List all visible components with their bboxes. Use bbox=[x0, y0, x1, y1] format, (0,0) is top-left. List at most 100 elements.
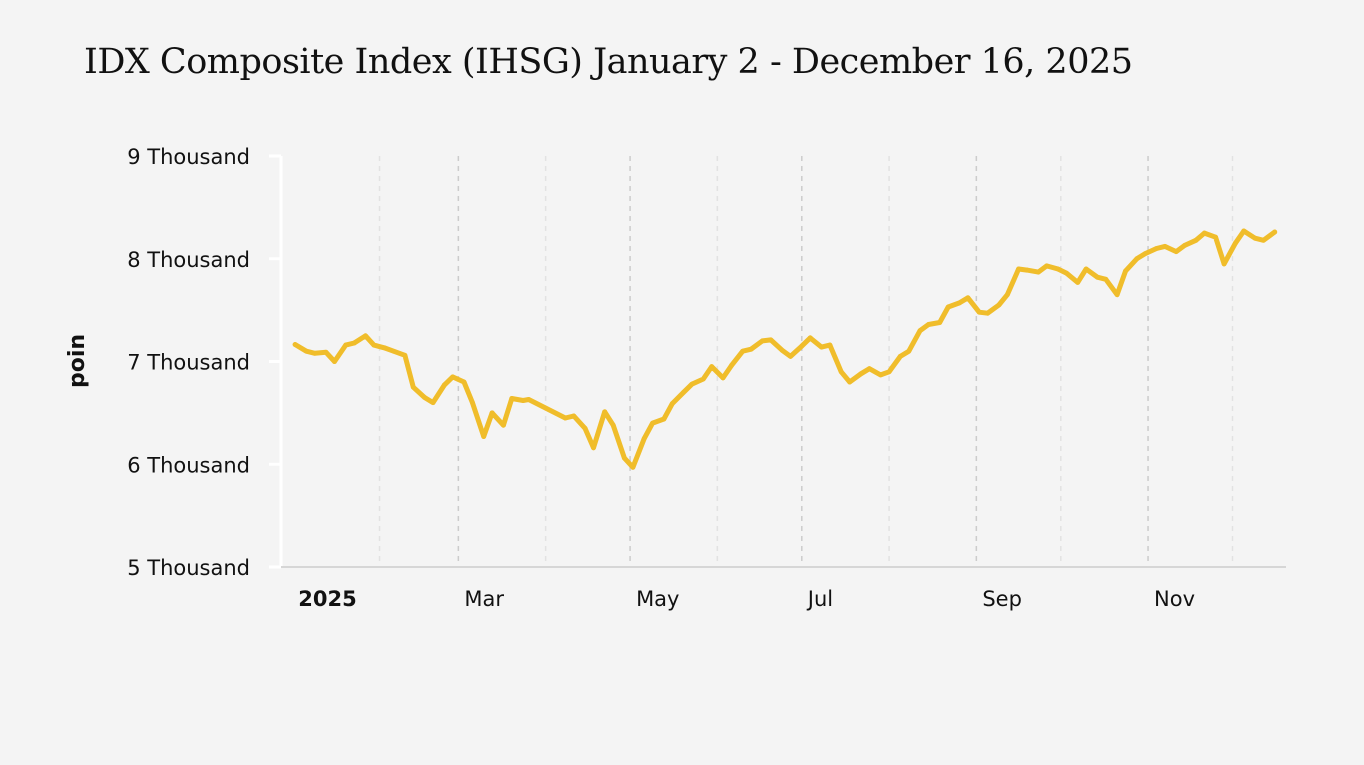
data-point-0-43 bbox=[740, 348, 746, 354]
data-point-0-46 bbox=[768, 337, 774, 343]
data-point-0-66 bbox=[965, 295, 971, 301]
data-point-0-94 bbox=[1241, 228, 1247, 234]
data-point-0-85 bbox=[1154, 246, 1159, 251]
data-point-0-19 bbox=[481, 434, 487, 439]
data-point-0-83 bbox=[1134, 256, 1140, 262]
data-point-0-29 bbox=[602, 409, 608, 415]
data-point-0-92 bbox=[1221, 261, 1227, 267]
data-point-0-10 bbox=[391, 348, 397, 354]
data-point-0-54 bbox=[847, 379, 853, 385]
data-point-0-31 bbox=[622, 455, 627, 461]
data-point-0-51 bbox=[819, 344, 824, 350]
data-point-0-20 bbox=[489, 410, 495, 416]
data-point-0-40 bbox=[709, 364, 715, 370]
data-point-0-32 bbox=[630, 464, 636, 470]
data-point-0-2 bbox=[312, 350, 318, 356]
data-point-0-90 bbox=[1201, 230, 1207, 236]
data-point-0-28 bbox=[591, 445, 596, 451]
data-point-0-96 bbox=[1261, 237, 1266, 243]
tick-labels: 5 Thousand 6 Thousand 7 Thousand 8 Thousand… bbox=[65, 145, 1195, 611]
data-point-0-69 bbox=[996, 302, 1002, 308]
data-point-0-14 bbox=[430, 400, 436, 405]
data-point-0-27 bbox=[582, 425, 588, 431]
y-tick-label-1: 6 Thousand bbox=[127, 453, 250, 477]
data-point-0-75 bbox=[1055, 266, 1061, 272]
data-point-0-61 bbox=[917, 328, 923, 334]
data-point-0-62 bbox=[926, 322, 931, 327]
data-point-0-82 bbox=[1123, 268, 1128, 274]
data-point-0-3 bbox=[323, 349, 329, 355]
data-point-0-45 bbox=[759, 338, 765, 344]
data-point-0-95 bbox=[1252, 235, 1258, 241]
data-point-0-24 bbox=[526, 397, 532, 402]
data-point-0-21 bbox=[500, 422, 506, 428]
data-point-0-12 bbox=[410, 384, 416, 390]
data-point-0-22 bbox=[509, 396, 515, 401]
data-point-0-11 bbox=[402, 352, 408, 358]
data-point-0-65 bbox=[957, 300, 962, 306]
data-point-0-16 bbox=[450, 374, 456, 380]
data-point-0-39 bbox=[700, 376, 706, 382]
x-tick-label-3: Jul bbox=[806, 587, 833, 611]
data-point-0-76 bbox=[1064, 270, 1069, 276]
data-point-0-87 bbox=[1173, 249, 1179, 254]
data-point-0-52 bbox=[827, 342, 833, 348]
data-point-0-41 bbox=[720, 375, 726, 381]
data-point-0-17 bbox=[461, 379, 467, 385]
data-point-0-35 bbox=[661, 416, 667, 422]
data-point-0-93 bbox=[1232, 240, 1238, 246]
series-line-0 bbox=[292, 228, 1278, 470]
data-point-0-13 bbox=[422, 395, 427, 400]
data-point-0-84 bbox=[1142, 251, 1148, 257]
data-point-0-81 bbox=[1114, 292, 1120, 298]
y-tick-label-3: 8 Thousand bbox=[127, 248, 250, 272]
y-tick-label-4: 9 Thousand bbox=[127, 145, 250, 169]
chart-title: IDX Composite Index (IHSG) January 2 - D… bbox=[84, 42, 1133, 82]
data-point-0-8 bbox=[371, 342, 377, 348]
data-point-0-71 bbox=[1016, 266, 1021, 272]
x-tick-label-0: 2025 bbox=[298, 587, 356, 611]
data-point-0-97 bbox=[1272, 229, 1278, 235]
data-point-0-60 bbox=[906, 348, 912, 354]
data-point-0-25 bbox=[562, 415, 568, 421]
y-axis-label: poin bbox=[65, 334, 90, 388]
series-layer bbox=[292, 228, 1278, 470]
data-point-0-5 bbox=[343, 342, 349, 348]
data-point-0-53 bbox=[838, 369, 844, 375]
data-point-0-18 bbox=[470, 400, 475, 405]
data-point-0-63 bbox=[937, 320, 943, 325]
data-point-0-33 bbox=[641, 436, 647, 441]
data-point-0-73 bbox=[1035, 269, 1041, 275]
data-point-0-6 bbox=[351, 340, 357, 346]
data-point-0-56 bbox=[866, 366, 872, 372]
data-point-0-79 bbox=[1094, 274, 1100, 280]
y-tick-label-0: 5 Thousand bbox=[127, 556, 250, 580]
data-point-0-67 bbox=[976, 309, 982, 315]
data-point-0-34 bbox=[650, 420, 655, 426]
data-point-0-80 bbox=[1103, 276, 1109, 282]
data-point-0-50 bbox=[807, 335, 813, 341]
data-point-0-72 bbox=[1024, 267, 1030, 273]
data-point-0-30 bbox=[610, 422, 616, 428]
data-point-0-36 bbox=[669, 401, 675, 407]
data-point-0-91 bbox=[1213, 234, 1219, 240]
data-point-0-77 bbox=[1075, 279, 1081, 285]
data-point-0-89 bbox=[1193, 237, 1199, 243]
data-point-0-15 bbox=[441, 382, 447, 388]
data-point-0-4 bbox=[332, 359, 337, 364]
data-point-0-74 bbox=[1044, 263, 1050, 269]
data-point-0-55 bbox=[858, 371, 864, 377]
data-point-0-42 bbox=[729, 363, 734, 369]
data-point-0-0 bbox=[292, 342, 298, 347]
data-point-0-47 bbox=[779, 347, 785, 353]
data-point-0-88 bbox=[1182, 242, 1188, 248]
data-point-0-1 bbox=[303, 348, 309, 354]
y-tick-label-2: 7 Thousand bbox=[127, 351, 250, 375]
data-point-0-23 bbox=[520, 398, 526, 403]
grid-lines bbox=[378, 156, 1234, 567]
axes bbox=[269, 154, 1286, 569]
data-point-0-9 bbox=[382, 345, 388, 351]
x-tick-label-5: Nov bbox=[1154, 587, 1195, 611]
data-point-0-48 bbox=[788, 353, 793, 359]
